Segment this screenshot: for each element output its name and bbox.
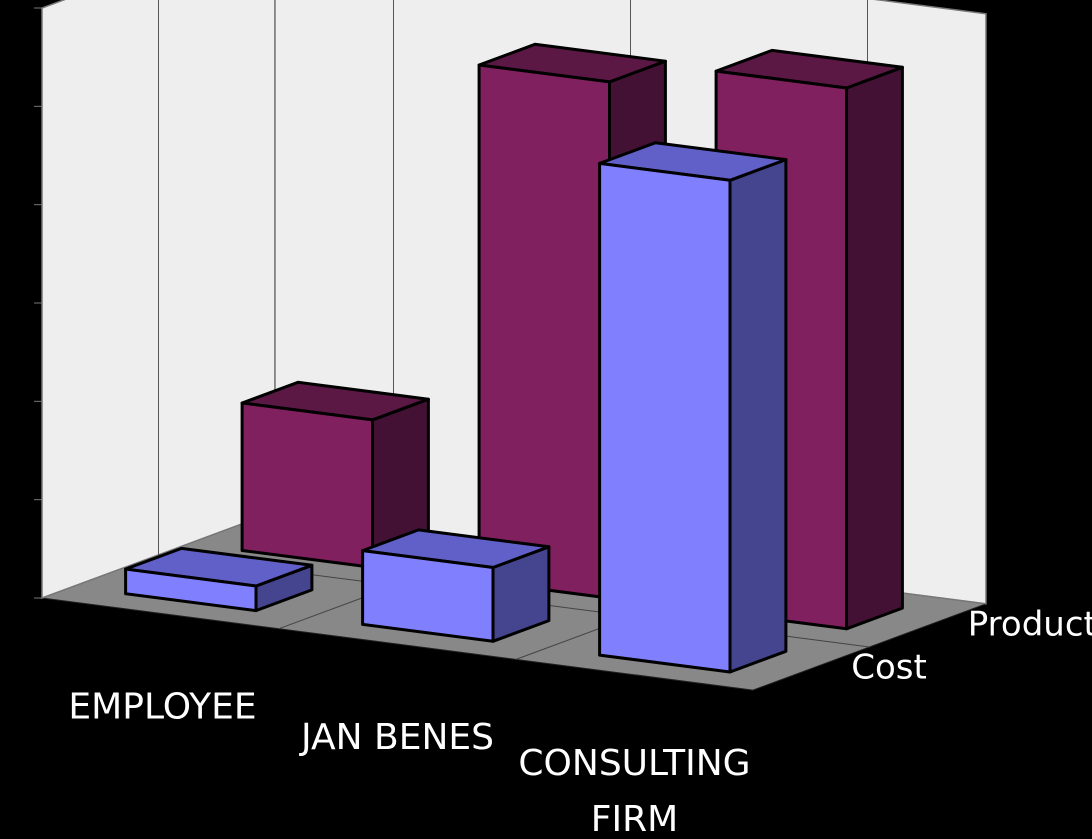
category-label-line: FIRM bbox=[591, 799, 678, 839]
series-label-productivity: Productivity bbox=[968, 604, 1092, 644]
category-label-1: EMPLOYEE bbox=[68, 686, 256, 727]
bar-front-face bbox=[240, 401, 374, 569]
category-label-3: CONSULTING FIRM bbox=[518, 743, 750, 839]
bar-front-face bbox=[598, 161, 732, 674]
series-label-cost: Cost bbox=[851, 648, 927, 688]
chart-labels: Productivity Cost EMPLOYEE JAN BENES CONSULT… bbox=[68, 604, 1092, 839]
category-label-line: JAN BENES bbox=[299, 717, 494, 758]
bar-side-face bbox=[845, 65, 904, 631]
bar-cost-3 bbox=[598, 141, 788, 674]
bar-front-face bbox=[361, 549, 495, 643]
bar-cost-1 bbox=[124, 546, 314, 613]
series-cost bbox=[124, 141, 788, 674]
bar-front-face bbox=[477, 63, 611, 600]
bar-side-face bbox=[728, 158, 788, 674]
bar-cost-2 bbox=[361, 528, 551, 643]
category-label-2: JAN BENES bbox=[299, 717, 494, 758]
category-label-line: CONSULTING bbox=[518, 743, 750, 784]
chart-bars bbox=[124, 42, 904, 674]
category-label-line: EMPLOYEE bbox=[68, 686, 256, 727]
bar-front-face bbox=[124, 567, 258, 613]
